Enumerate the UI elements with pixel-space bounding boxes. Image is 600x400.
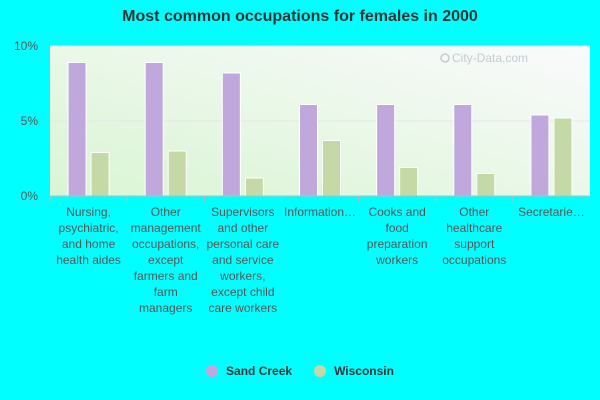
x-tick-label: Cooks and food preparation workers bbox=[366, 205, 428, 267]
x-tick-label: Other management occupations, except far… bbox=[130, 205, 201, 315]
bar-wisconsin bbox=[399, 167, 419, 197]
bar-wisconsin bbox=[244, 177, 264, 197]
x-tick-label: Supervisors and other personal care and … bbox=[206, 205, 280, 315]
bar-sand-creek bbox=[67, 62, 87, 197]
watermark: City-Data.com bbox=[440, 51, 528, 65]
bar-sand-creek bbox=[453, 104, 473, 197]
watermark-text: City-Data.com bbox=[452, 51, 528, 65]
legend-swatch bbox=[206, 365, 219, 377]
bar-sand-creek bbox=[376, 104, 396, 197]
bar-sand-creek bbox=[221, 72, 241, 197]
x-tick-label: Information… bbox=[283, 205, 357, 219]
bar-sand-creek bbox=[144, 62, 164, 197]
x-tick-label: Secretarie… bbox=[518, 205, 585, 219]
y-tick-label: 5% bbox=[21, 114, 39, 128]
legend: Sand Creek Wisconsin bbox=[0, 364, 600, 378]
legend-item-wisconsin: Wisconsin bbox=[314, 364, 394, 378]
bar-sand-creek bbox=[299, 104, 318, 197]
legend-label: Sand Creek bbox=[226, 364, 293, 378]
x-tick-label: Nursing, psychiatric, and home health ai… bbox=[56, 205, 121, 267]
bar-wisconsin bbox=[167, 150, 187, 197]
legend-item-sand-creek: Sand Creek bbox=[206, 364, 292, 378]
y-tick-label: 0% bbox=[21, 189, 39, 203]
bar-wisconsin bbox=[90, 152, 110, 197]
bar-wisconsin bbox=[322, 140, 341, 197]
bar-sand-creek bbox=[530, 114, 550, 197]
bar-wisconsin bbox=[476, 173, 496, 197]
legend-swatch bbox=[314, 365, 327, 377]
legend-label: Wisconsin bbox=[334, 364, 394, 378]
bar-wisconsin bbox=[553, 117, 573, 197]
x-tick-label: Other healthcare support occupations bbox=[442, 205, 507, 267]
chart-title: Most common occupations for females in 2… bbox=[122, 8, 478, 25]
y-tick-label: 10% bbox=[14, 39, 38, 53]
